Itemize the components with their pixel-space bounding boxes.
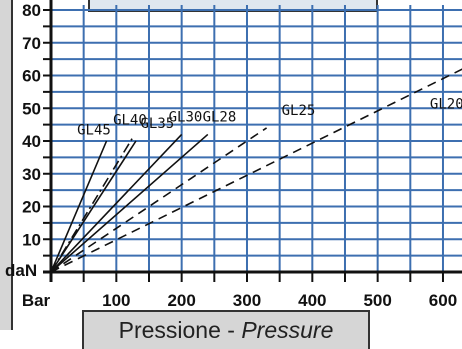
series-label-gl25: GL25 xyxy=(282,103,316,119)
y-tick-label: 50 xyxy=(22,99,41,118)
x-tick-label: 500 xyxy=(363,291,391,310)
x-tick-label: 300 xyxy=(233,291,261,310)
x-tick-label: 400 xyxy=(298,291,326,310)
y-tick-label: 20 xyxy=(22,198,41,217)
left-side-panel xyxy=(0,0,13,330)
y-tick-label: 40 xyxy=(22,132,41,151)
x-tick-label: 600 xyxy=(429,291,457,310)
y-tick-label: 10 xyxy=(22,230,41,249)
y-tick-label: 30 xyxy=(22,165,41,184)
series-label-gl30: GL30 xyxy=(169,109,203,125)
series-line-gl30 xyxy=(50,133,183,273)
series-label-gl35: GL35 xyxy=(141,116,175,132)
x-axis-title-it: Pressione xyxy=(118,317,221,343)
series-line-gl35 xyxy=(50,140,137,273)
series-label-gl45: GL45 xyxy=(77,122,111,138)
x-axis-title-en: Pressure xyxy=(241,317,334,343)
series-label-gl20: GL20 xyxy=(430,96,462,112)
series-label-gl40: GL40 xyxy=(113,113,147,129)
x-axis-title-sep: - xyxy=(220,317,242,343)
series-line-gl20 xyxy=(50,68,462,273)
y-tick-label: 70 xyxy=(22,34,41,53)
y-tick-label: 80 xyxy=(22,1,41,20)
series-label-gl28: GL28 xyxy=(203,109,237,125)
y-axis-unit-label: daN xyxy=(5,261,37,280)
x-tick-label: 100 xyxy=(102,291,130,310)
x-axis-unit-label: Bar xyxy=(22,291,51,310)
x-axis-title: Pressione - Pressure xyxy=(82,310,370,349)
y-tick-label: 60 xyxy=(22,67,41,86)
series-line-gl45 xyxy=(50,140,108,273)
series-line-gl28 xyxy=(50,133,209,273)
series-line-gl25 xyxy=(50,127,268,273)
x-tick-label: 200 xyxy=(167,291,195,310)
